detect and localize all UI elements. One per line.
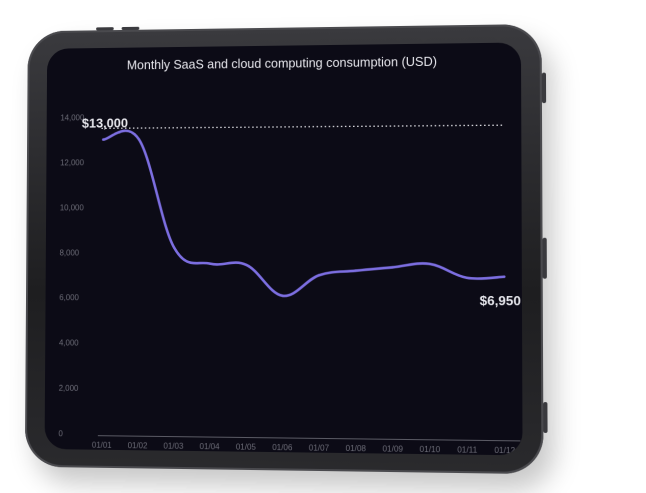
x-tick-label: 01/09 bbox=[382, 444, 403, 454]
y-tick-label: 8,000 bbox=[60, 248, 80, 257]
series-line bbox=[103, 128, 505, 297]
data-point bbox=[428, 263, 430, 265]
x-axis: 01/01 01/02 01/03 01/04 01/05 01/06 01/07 01/08… bbox=[92, 441, 515, 456]
tablet-frame: Monthly SaaS and cloud computing consump… bbox=[25, 24, 544, 474]
y-tick-label: 4,000 bbox=[59, 338, 79, 347]
consumption-line-chart: Monthly SaaS and cloud computing consump… bbox=[45, 42, 523, 455]
x-tick-label: 01/01 bbox=[92, 441, 112, 450]
data-point bbox=[466, 277, 468, 279]
x-tick-label: 01/08 bbox=[346, 444, 367, 454]
x-tick-label: 01/04 bbox=[200, 442, 221, 451]
tablet-top-button bbox=[96, 27, 114, 30]
data-point bbox=[173, 247, 175, 249]
x-tick-label: 01/05 bbox=[236, 442, 257, 451]
y-tick-label: 2,000 bbox=[59, 384, 79, 393]
x-tick-label: 01/12 bbox=[494, 446, 515, 456]
data-point bbox=[503, 276, 506, 278]
data-point bbox=[318, 274, 320, 276]
tablet-side-button-lower bbox=[543, 402, 547, 433]
data-point bbox=[245, 264, 247, 266]
y-tick-label: 12,000 bbox=[60, 158, 85, 167]
data-point bbox=[355, 270, 357, 272]
start-value-label: $13,000 bbox=[82, 115, 128, 130]
y-axis: 02,0004,0006,0008,00010,00012,00014,000 bbox=[58, 113, 85, 438]
data-point bbox=[391, 266, 393, 268]
y-tick-label: 6,000 bbox=[59, 293, 79, 302]
tablet-side-button bbox=[542, 73, 546, 104]
x-tick-label: 01/03 bbox=[163, 441, 184, 450]
data-point bbox=[281, 295, 283, 297]
tablet-screen: Monthly SaaS and cloud computing consump… bbox=[45, 42, 523, 455]
chart-title: Monthly SaaS and cloud computing consump… bbox=[127, 55, 437, 73]
x-axis-line bbox=[98, 436, 521, 441]
tablet-top-button-2 bbox=[122, 27, 140, 30]
end-value-label: $6,950 bbox=[480, 293, 521, 309]
x-tick-label: 01/02 bbox=[128, 441, 148, 450]
x-tick-label: 01/10 bbox=[420, 445, 441, 455]
y-tick-label: 0 bbox=[58, 429, 63, 438]
x-tick-label: 01/11 bbox=[457, 445, 478, 455]
data-point bbox=[209, 262, 211, 264]
reference-line bbox=[101, 125, 503, 128]
tablet-volume-button bbox=[543, 238, 547, 279]
y-tick-label: 10,000 bbox=[60, 203, 85, 212]
x-tick-label: 01/06 bbox=[272, 443, 293, 453]
x-tick-label: 01/07 bbox=[309, 443, 329, 453]
